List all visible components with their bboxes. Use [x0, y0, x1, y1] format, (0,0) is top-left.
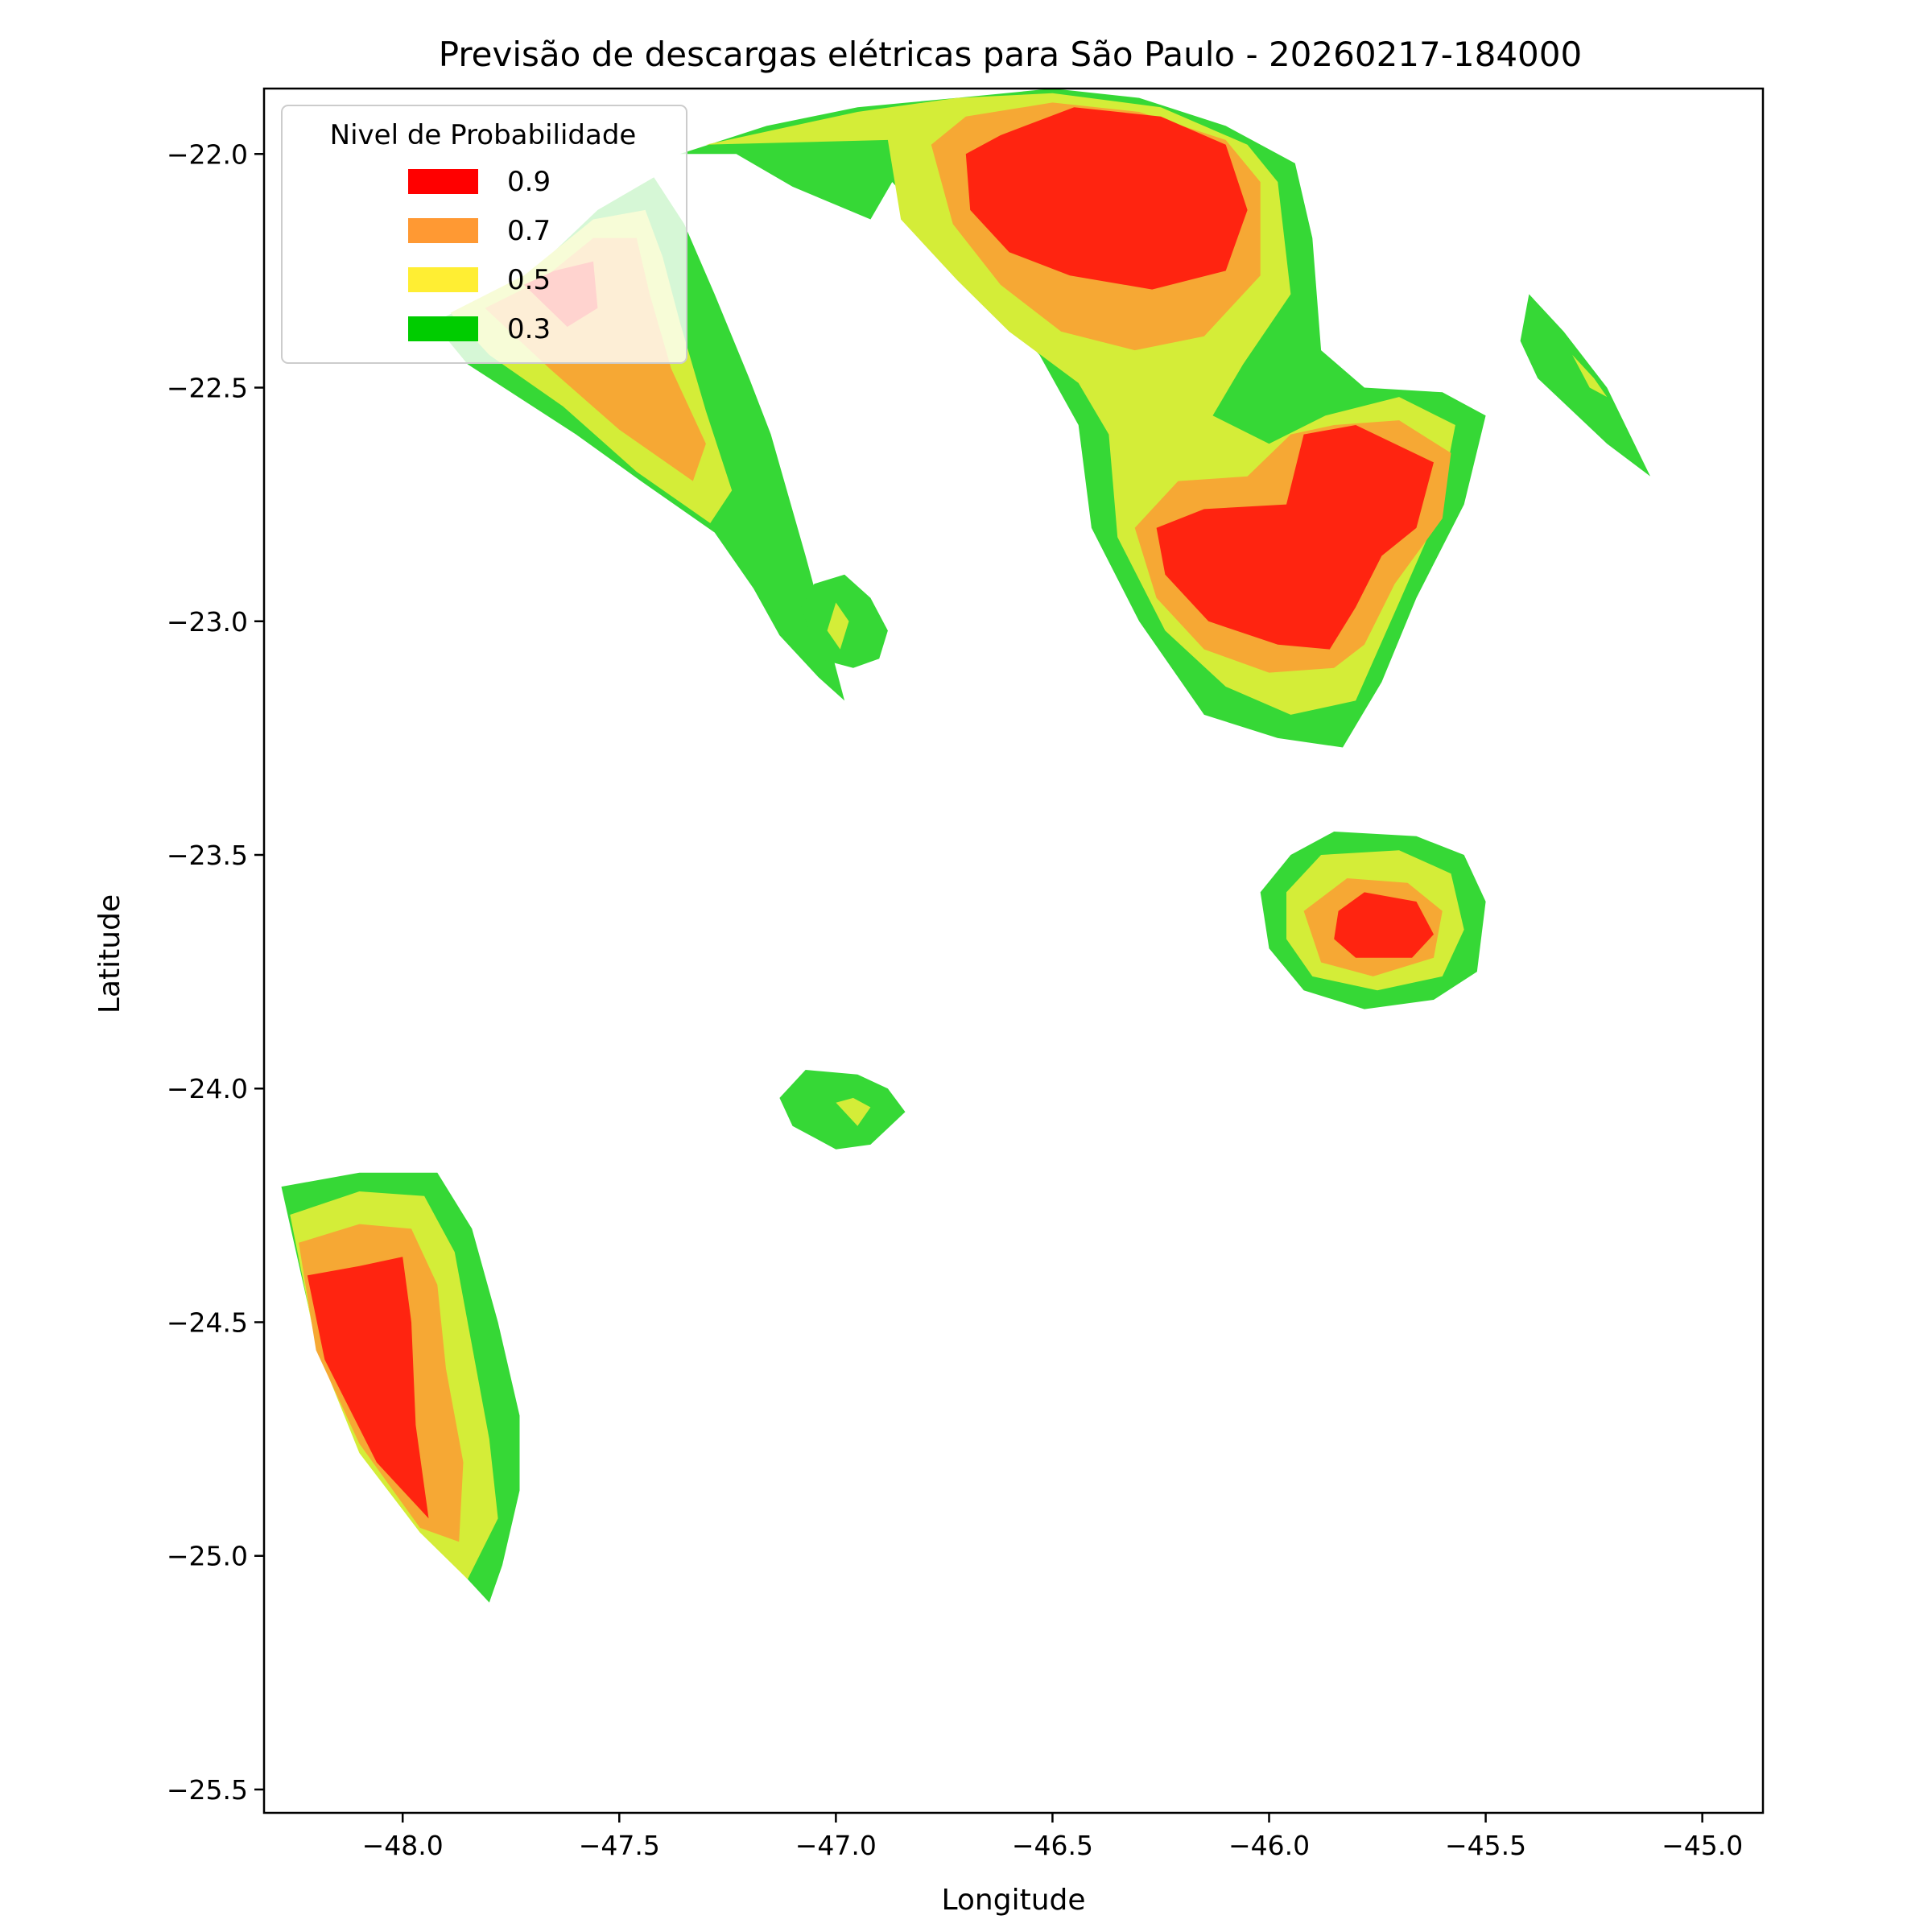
x-tick-label: −45.5: [1445, 1830, 1526, 1861]
y-tick-label: −25.0: [167, 1541, 248, 1572]
legend-box: [281, 105, 687, 364]
legend-label: 0.7: [507, 215, 551, 247]
y-tick-label: −24.5: [167, 1307, 248, 1338]
x-tick-label: −47.5: [579, 1830, 660, 1861]
chart-title: Previsão de descargas elétricas para São…: [439, 35, 1582, 74]
y-axis: −22.0 −22.5 −23.0 −23.5 −24.0 −24.5 −25.0 −25.5: [167, 138, 264, 1806]
y-tick-label: −24.0: [167, 1073, 248, 1104]
legend: Nivel de Probabilidade 0.9 0.7 0.5 0.3: [281, 105, 687, 364]
y-tick-label: −25.5: [167, 1774, 248, 1806]
small-cell-north-level-05-fill: [827, 602, 849, 650]
southwest-cell-level-09-fill: [307, 1257, 429, 1519]
small-cell-center-level-05-fill: [836, 1097, 871, 1126]
legend-entries: 0.9 0.7 0.5 0.3: [408, 166, 551, 345]
legend-label: 0.9: [507, 166, 551, 198]
east-cell-level-09-fill: [1334, 892, 1434, 958]
y-tick-label: −22.0: [167, 138, 248, 170]
x-tick-label: −45.0: [1662, 1830, 1743, 1861]
east-streak-level-05-fill: [1572, 354, 1608, 398]
east-streak-level-03-fill: [1520, 294, 1651, 477]
east-lobe-level-09-fill: [1156, 425, 1434, 650]
north-central-level-09-fill: [965, 107, 1248, 290]
plot-frame: [262, 87, 1765, 1814]
x-tick-label: −48.0: [362, 1830, 444, 1861]
legend-title: Nivel de Probabilidade: [330, 119, 637, 151]
legend-swatch: [408, 316, 478, 341]
legend-label: 0.3: [507, 313, 551, 345]
x-tick-label: −46.5: [1012, 1830, 1093, 1861]
x-axis-label: Longitude: [941, 1884, 1085, 1917]
legend-swatch: [408, 267, 478, 292]
x-tick-label: −47.0: [795, 1830, 877, 1861]
y-tick-label: −23.0: [167, 606, 248, 638]
plot-area: [262, 87, 1765, 1814]
y-tick-label: −22.5: [167, 373, 248, 404]
contour-fills: [281, 89, 1651, 1603]
legend-label: 0.5: [507, 264, 551, 296]
x-tick-label: −46.0: [1228, 1830, 1310, 1861]
y-tick-label: −23.5: [167, 840, 248, 871]
y-axis-label: Latitude: [93, 894, 126, 1013]
x-axis: −48.0 −47.5 −47.0 −46.5 −46.0 −45.5 −45.0: [362, 1813, 1743, 1861]
legend-swatch: [408, 218, 478, 243]
legend-swatch: [408, 169, 478, 194]
